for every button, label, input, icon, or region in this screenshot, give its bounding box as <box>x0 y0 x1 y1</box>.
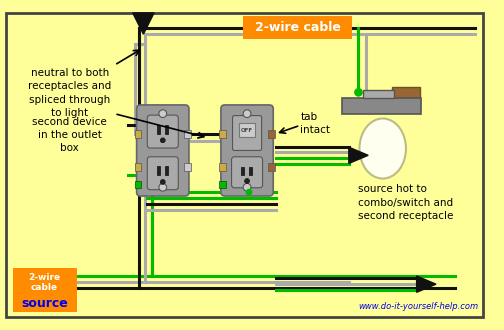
Ellipse shape <box>244 179 249 183</box>
Bar <box>219 163 226 171</box>
Text: OFF: OFF <box>241 128 253 133</box>
Text: neutral to both
receptacles and
spliced through
to light: neutral to both receptacles and spliced … <box>28 68 111 118</box>
Bar <box>249 167 252 175</box>
Bar <box>219 182 226 188</box>
Ellipse shape <box>354 88 363 97</box>
Ellipse shape <box>159 183 167 191</box>
Bar <box>165 125 168 134</box>
FancyBboxPatch shape <box>243 16 352 39</box>
Bar <box>157 166 160 175</box>
FancyBboxPatch shape <box>147 157 178 190</box>
Ellipse shape <box>243 110 251 117</box>
Text: source hot to
combo/switch and
second receptacle: source hot to combo/switch and second re… <box>358 184 454 221</box>
Ellipse shape <box>159 110 167 117</box>
Ellipse shape <box>160 180 165 184</box>
Ellipse shape <box>160 138 165 143</box>
FancyBboxPatch shape <box>232 115 262 150</box>
Bar <box>184 130 191 138</box>
Bar <box>268 163 275 171</box>
Text: tab
intact: tab intact <box>300 112 330 135</box>
Bar <box>239 123 255 137</box>
Ellipse shape <box>359 118 406 179</box>
Bar <box>184 163 191 171</box>
Bar <box>219 130 226 138</box>
Bar <box>157 125 160 134</box>
FancyBboxPatch shape <box>137 105 189 196</box>
Bar <box>165 166 168 175</box>
Polygon shape <box>133 13 154 34</box>
Bar <box>241 167 244 175</box>
FancyBboxPatch shape <box>147 115 178 148</box>
Polygon shape <box>417 276 436 292</box>
Ellipse shape <box>245 189 253 195</box>
FancyBboxPatch shape <box>13 268 77 312</box>
Text: www.do-it-yourself-help.com: www.do-it-yourself-help.com <box>358 302 479 311</box>
FancyBboxPatch shape <box>221 105 273 196</box>
Ellipse shape <box>243 183 251 191</box>
Bar <box>135 163 142 171</box>
Bar <box>393 86 419 102</box>
Text: 2-wire cable: 2-wire cable <box>255 21 340 34</box>
Bar <box>135 130 142 138</box>
Text: 2-wire
cable: 2-wire cable <box>29 273 60 292</box>
Bar <box>135 182 142 188</box>
Bar <box>363 90 394 98</box>
Bar <box>268 130 275 138</box>
Text: second device
in the outlet
box: second device in the outlet box <box>32 116 107 153</box>
Text: source: source <box>21 297 68 310</box>
FancyBboxPatch shape <box>231 157 263 188</box>
Polygon shape <box>349 147 368 163</box>
Bar <box>342 98 421 114</box>
